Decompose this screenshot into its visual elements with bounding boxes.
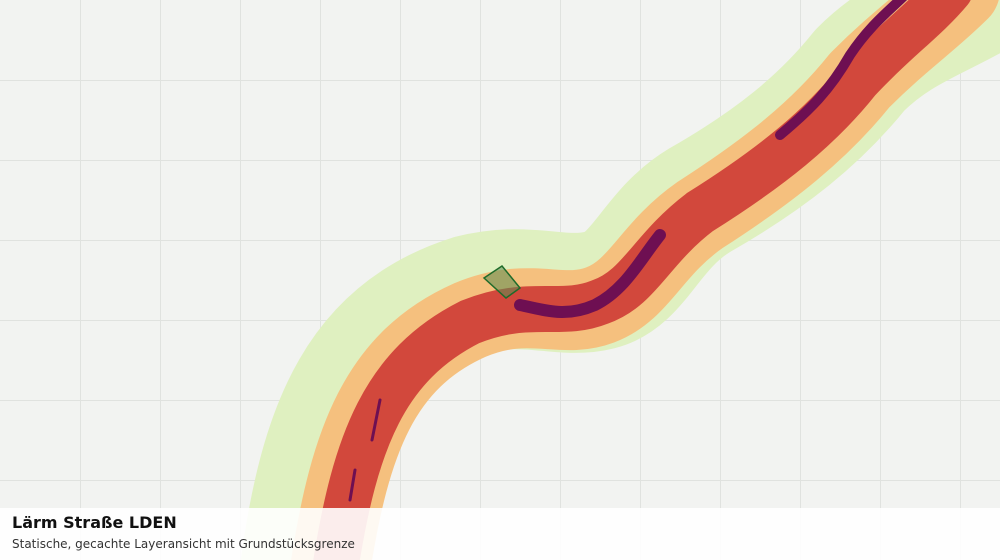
noise-bands <box>240 0 1000 560</box>
parcel-boundary[interactable] <box>482 264 522 299</box>
map-subtitle: Statische, gecachte Layeransicht mit Gru… <box>12 537 355 551</box>
noise-band-high <box>313 0 971 560</box>
noise-band-very-high <box>775 0 908 140</box>
noise-band-very-high <box>348 398 382 502</box>
info-panel: Lärm Straße LDEN Statische, gecachte Lay… <box>0 508 1000 560</box>
noise-band-very-high <box>514 229 666 318</box>
map-title: Lärm Straße LDEN <box>12 513 177 532</box>
